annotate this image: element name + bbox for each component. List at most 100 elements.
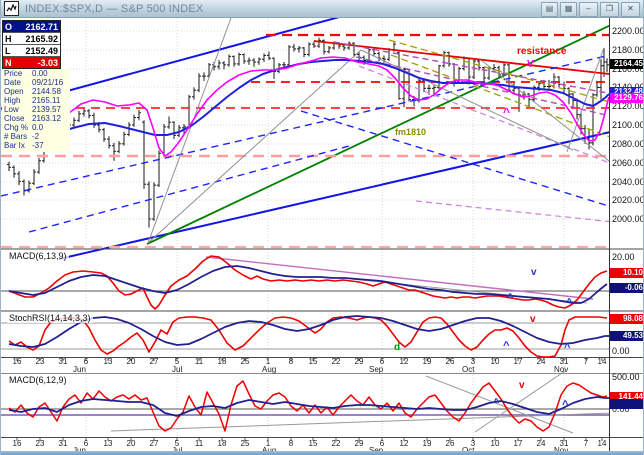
- trendline[interactable]: [480, 59, 623, 172]
- date-tick-label: 13: [103, 439, 113, 448]
- date-tick-label: 10: [490, 439, 500, 448]
- date-tick-label: 7: [583, 439, 589, 448]
- close-button[interactable]: ✕: [621, 2, 640, 17]
- indicator-line: [8, 396, 609, 417]
- info-row: # Bars -2: [4, 132, 40, 141]
- trendline[interactable]: [28, 145, 350, 233]
- date-tick-label: 11: [194, 439, 204, 448]
- date-tick-label: 27: [149, 439, 159, 448]
- last-value-tag: 2164.45: [610, 59, 643, 69]
- chart-annotation[interactable]: v: [531, 267, 537, 278]
- trendline[interactable]: [390, 54, 644, 150]
- trendline[interactable]: [425, 375, 574, 434]
- trendline[interactable]: [58, 124, 644, 260]
- chart-annotation[interactable]: fm1810: [395, 127, 427, 137]
- date-tick-label: 5: [174, 357, 180, 366]
- price-axis-label: 0.00: [612, 346, 630, 356]
- month-label: Nov: [554, 446, 568, 455]
- month-label: Jun: [73, 446, 86, 455]
- price-axis-label: 2180.00: [612, 45, 644, 55]
- chart-annotation[interactable]: ^: [562, 399, 569, 411]
- chart-annotation[interactable]: ^: [507, 292, 514, 304]
- chart-annotation[interactable]: ^: [564, 342, 571, 354]
- stochrsi-panel-label: StochRSI(14,14,3,3): [7, 313, 93, 323]
- minimize-button[interactable]: –: [579, 2, 598, 17]
- toolbar-button-b[interactable]: ▦: [560, 2, 577, 17]
- date-tick-label: 6: [379, 357, 385, 366]
- last-value-tag: 2132.48: [610, 87, 643, 97]
- macd2-panel-label: MACD(6,12,9): [7, 375, 69, 385]
- date-tick-label: 12: [399, 357, 409, 366]
- trendline[interactable]: [147, 49, 362, 244]
- price-axis-label: 2060.00: [612, 158, 644, 168]
- info-row: Close 2163.12: [4, 114, 61, 123]
- date-tick-label: 6: [379, 439, 385, 448]
- trendline[interactable]: [360, 49, 574, 151]
- titlebar[interactable]: INDEX:$SPX,D — S&P 500 INDEX ▤ ▦ – ❐ ✕: [1, 0, 643, 18]
- chart-annotation[interactable]: resistance: [517, 46, 567, 57]
- month-label: Oct: [462, 365, 475, 374]
- trendline[interactable]: [147, 18, 232, 244]
- date-tick-label: 26: [445, 439, 455, 448]
- date-tick-label: 22: [331, 439, 341, 448]
- info-row: Chg % 0.0: [4, 123, 44, 132]
- trendline[interactable]: [415, 200, 613, 223]
- last-value-tag: [610, 399, 643, 409]
- month-label: Jul: [172, 446, 182, 455]
- indicator-line: [8, 56, 609, 157]
- chart-annotation[interactable]: v: [519, 380, 525, 391]
- date-tick-label: 8: [288, 439, 294, 448]
- month-label: Jul: [172, 365, 183, 374]
- date-tick-label: 18: [217, 439, 227, 448]
- maximize-button[interactable]: ❐: [600, 2, 619, 17]
- date-tick-label: 29: [354, 357, 364, 366]
- date-tick-label: 16: [12, 357, 22, 366]
- trendline[interactable]: [566, 49, 604, 153]
- date-tick-label: 7: [583, 357, 589, 366]
- trendline[interactable]: [110, 412, 641, 432]
- date-tick-label: 14: [597, 439, 607, 448]
- quote-row: H 2165.92: [3, 33, 60, 45]
- trendline[interactable]: [313, 40, 644, 78]
- trendline[interactable]: [474, 370, 566, 433]
- date-tick-label: 18: [217, 357, 227, 366]
- trendline[interactable]: [146, 24, 613, 245]
- chart-annotation[interactable]: ^: [493, 397, 500, 409]
- trendline[interactable]: [205, 256, 594, 300]
- chart-annotation[interactable]: ^: [566, 297, 573, 309]
- indicator-line: [8, 316, 608, 358]
- chart-annotation[interactable]: v: [530, 314, 536, 325]
- date-tick-label: 27: [149, 357, 159, 366]
- price-axis-label: 2040.00: [612, 177, 644, 187]
- date-tick-label: 16: [12, 439, 22, 448]
- month-label: Aug: [262, 446, 276, 455]
- indicator-line: [8, 265, 608, 304]
- info-row: Bar Ix -37: [4, 141, 44, 150]
- last-value-tag: 49.53: [610, 331, 643, 341]
- quote-box: O 2162.71 H 2165.92 L 2152.49 N -3.03: [2, 20, 61, 69]
- date-tick-label: 3: [470, 439, 476, 448]
- chart-annotation[interactable]: ^: [503, 105, 511, 119]
- info-row: Price 0.00: [4, 69, 48, 78]
- window-bottom-border: [1, 451, 643, 455]
- price-axis-label: 500.00: [612, 372, 640, 382]
- macd1-panel-label: MACD(6,13,9): [7, 251, 69, 261]
- month-label: Nov: [554, 365, 569, 374]
- app-icon: [4, 1, 19, 16]
- trendline[interactable]: [358, 65, 633, 172]
- month-label: Jun: [73, 365, 86, 374]
- chart-annotation[interactable]: V: [527, 59, 534, 70]
- trendline[interactable]: [333, 41, 644, 100]
- month-label: Sep: [369, 446, 383, 455]
- chart-annotation[interactable]: ^: [503, 340, 510, 352]
- trendline[interactable]: [1, 47, 644, 197]
- toolbar-button-a[interactable]: ▤: [541, 2, 558, 17]
- chart-annotation[interactable]: d: [394, 342, 401, 353]
- info-panel: Price 0.00 Date 09/21/16 Open 2144.58 High 2165…: [2, 68, 70, 152]
- last-value-tag: 10.10: [610, 268, 643, 278]
- info-row: Low 2139.57: [4, 105, 61, 114]
- date-tick-label: 6: [83, 357, 89, 366]
- date-tick-label: 23: [35, 439, 45, 448]
